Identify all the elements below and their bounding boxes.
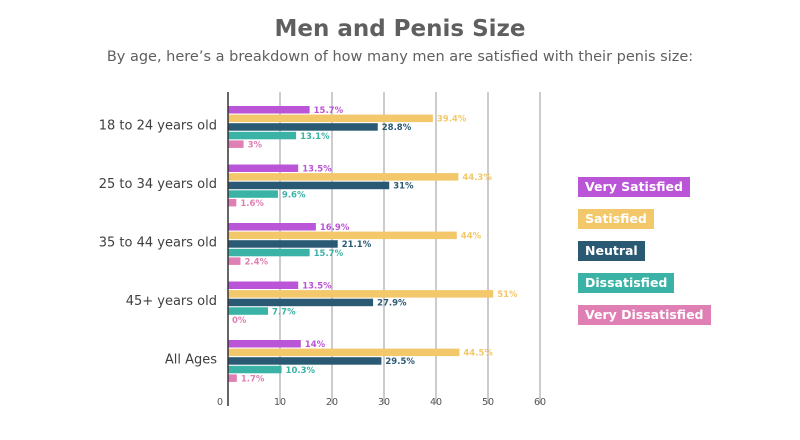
data-label: 15.7% — [314, 249, 344, 259]
x-tick-label: 10 — [274, 397, 286, 408]
data-label: 13.1% — [300, 132, 330, 142]
data-label: 2.4% — [244, 257, 268, 267]
data-label: 14% — [305, 340, 326, 350]
bar — [228, 365, 282, 374]
data-label: 21.1% — [342, 240, 372, 250]
x-tick-label: 40 — [430, 397, 442, 408]
data-label: 9.6% — [282, 190, 306, 200]
bar — [228, 223, 316, 231]
bar — [228, 173, 459, 181]
data-label: 39.4% — [437, 115, 467, 125]
data-label: 44% — [461, 232, 482, 242]
category-label: 18 to 24 years old — [99, 119, 217, 134]
x-tick-label: 60 — [534, 397, 546, 408]
category-label: 25 to 34 years old — [99, 177, 217, 192]
x-tick-label: 0 — [217, 397, 223, 408]
data-label: 27.9% — [377, 299, 407, 309]
bar — [228, 281, 299, 289]
data-label: 29.5% — [385, 357, 415, 367]
legend-item: Dissatisfied — [578, 273, 675, 293]
data-label: 1.7% — [241, 374, 265, 384]
data-label: 13.5% — [302, 282, 332, 292]
data-label: 15.7% — [314, 106, 344, 116]
data-label: 7.7% — [272, 307, 296, 317]
bar — [228, 307, 269, 315]
bar — [228, 340, 301, 348]
bar — [228, 114, 433, 123]
bar — [228, 231, 457, 240]
chart-subtitle: By age, here’s a breakdown of how many m… — [106, 49, 694, 65]
bar — [228, 240, 338, 248]
category-label: All Ages — [165, 353, 217, 368]
bar — [228, 131, 297, 140]
category-label: 35 to 44 years old — [99, 236, 217, 251]
bar — [228, 348, 460, 357]
bar — [228, 357, 382, 365]
legend: Very Satisfied Satisfied Neutral Dissatisfi… — [578, 177, 711, 337]
data-label: 16.9% — [320, 223, 350, 233]
bar — [228, 140, 244, 148]
data-label: 1.6% — [240, 199, 264, 209]
data-label: 31% — [393, 182, 414, 192]
data-label: 0% — [232, 316, 247, 326]
chart-title: Men and Penis Size — [274, 16, 526, 42]
data-label: 10.3% — [286, 366, 316, 376]
data-label: 13.5% — [302, 165, 332, 175]
legend-item: Very Dissatisfied — [578, 305, 711, 325]
bar — [228, 181, 390, 190]
x-tick-label: 30 — [378, 397, 390, 408]
x-tick-label: 50 — [482, 397, 494, 408]
bar — [228, 123, 378, 131]
x-tick-label: 20 — [326, 397, 338, 408]
bar — [228, 290, 494, 298]
bar — [228, 190, 278, 198]
bar — [228, 106, 310, 114]
bar — [228, 198, 237, 207]
legend-item: Satisfied — [578, 209, 654, 229]
bar — [228, 257, 241, 265]
bar — [228, 164, 299, 172]
data-label: 44.5% — [463, 349, 493, 359]
data-label: 28.8% — [382, 123, 412, 133]
bar — [228, 374, 237, 382]
data-label: 44.3% — [462, 173, 492, 183]
category-label: 45+ years old — [126, 294, 217, 309]
data-label: 3% — [248, 140, 263, 150]
legend-item: Very Satisfied — [578, 177, 690, 197]
bar — [228, 298, 374, 307]
legend-item: Neutral — [578, 241, 645, 261]
data-label: 51% — [497, 290, 518, 300]
bar — [228, 248, 310, 257]
